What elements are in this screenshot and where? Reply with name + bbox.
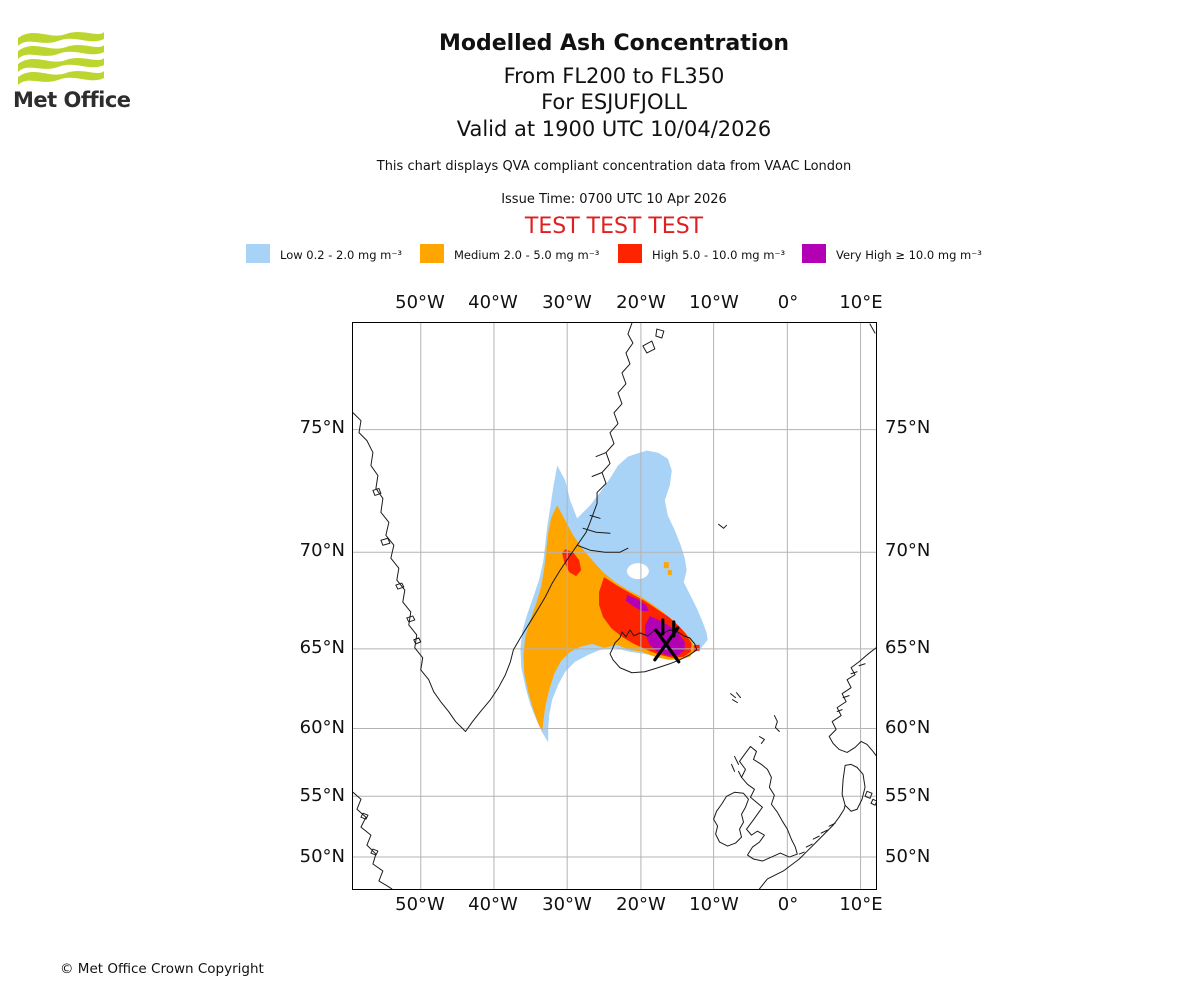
lat-tick-left-5: 50°N — [299, 846, 345, 867]
lon-tick-bottom-1: 40°W — [468, 894, 518, 915]
volcano-marker-icon — [653, 618, 681, 664]
coastline-europe-denmark — [758, 763, 876, 889]
coastline-labrador — [353, 791, 393, 889]
plume-medium-speck — [667, 570, 672, 576]
lat-tick-right-5: 50°N — [885, 846, 931, 867]
lat-tick-right-1: 70°N — [885, 540, 931, 561]
coastline-greenland — [353, 323, 634, 733]
map-svg — [353, 323, 876, 889]
lon-tick-top-4: 10°W — [689, 292, 739, 313]
lat-tick-left-4: 55°N — [299, 785, 345, 806]
met-office-logo-icon — [18, 32, 104, 85]
map-canvas — [352, 322, 877, 890]
legend-label-low: Low 0.2 - 2.0 mg m⁻³ — [280, 248, 403, 262]
copyright: © Met Office Crown Copyright — [60, 961, 264, 977]
lat-tick-left-3: 60°N — [299, 717, 345, 738]
met-office-logo-text: Met Office — [13, 88, 131, 112]
lon-tick-top-1: 40°W — [468, 292, 518, 313]
qva-description: This chart displays QVA compliant concen… — [376, 159, 852, 174]
lat-tick-right-3: 60°N — [885, 717, 931, 738]
legend-label-very-high: Very High ≥ 10.0 mg m⁻³ — [836, 248, 982, 262]
plume-low-gap — [626, 563, 649, 580]
lon-tick-bottom-2: 30°W — [542, 894, 592, 915]
lat-tick-left-1: 70°N — [299, 540, 345, 561]
page-title: Modelled Ash Concentration — [438, 31, 790, 56]
legend-swatch-low — [246, 244, 270, 263]
legend-label-high: High 5.0 - 10.0 mg m⁻³ — [652, 248, 786, 262]
gridlines — [353, 323, 876, 889]
valid-time-subtitle: Valid at 1900 UTC 10/04/2026 — [456, 117, 772, 141]
coastline-jan-mayen — [718, 523, 728, 529]
coastline-greenland-fjords — [576, 452, 629, 553]
plume-high-speck — [693, 644, 700, 651]
test-banner: TEST TEST TEST — [524, 214, 704, 239]
lon-tick-bottom-4: 10°W — [689, 894, 739, 915]
lon-tick-top-2: 30°W — [542, 292, 592, 313]
volcano-subtitle: For ESJUFJOLL — [541, 90, 687, 114]
coastline-faroes — [730, 692, 742, 704]
coastline-norway — [828, 647, 876, 756]
coastline-svalbard-corner — [869, 323, 876, 334]
legend-swatch-very-high — [802, 244, 826, 263]
lon-tick-bottom-3: 20°W — [616, 894, 666, 915]
plume-very-high — [644, 615, 685, 656]
lon-tick-top-3: 20°W — [616, 292, 666, 313]
lon-tick-bottom-6: 10°E — [839, 894, 883, 915]
plume-medium-speck — [663, 562, 669, 569]
legend-label-medium: Medium 2.0 - 5.0 mg m⁻³ — [454, 248, 600, 262]
lon-tick-top-5: 0° — [777, 292, 799, 313]
lon-tick-bottom-5: 0° — [777, 894, 799, 915]
legend-swatch-high — [618, 244, 642, 263]
lat-tick-right-0: 75°N — [885, 417, 931, 438]
lat-tick-right-2: 65°N — [885, 637, 931, 658]
coastline-orkney — [758, 736, 765, 744]
lat-tick-left-0: 75°N — [299, 417, 345, 438]
coastline-ireland — [713, 791, 749, 847]
greenland-islands — [372, 328, 665, 645]
issue-time: Issue Time: 0700 UTC 10 Apr 2026 — [501, 192, 727, 207]
flight-levels-subtitle: From FL200 to FL350 — [503, 64, 725, 88]
lat-tick-right-4: 55°N — [885, 785, 931, 806]
coastline-iceland — [609, 629, 698, 674]
lon-tick-top-6: 10°E — [839, 292, 883, 313]
lon-tick-bottom-0: 50°W — [395, 894, 445, 915]
coastline-britain — [731, 745, 798, 862]
coastline-shetland — [773, 715, 780, 733]
legend-swatch-medium — [420, 244, 444, 263]
plume-very-high-band — [625, 595, 649, 611]
lon-tick-top-0: 50°W — [395, 292, 445, 313]
lat-tick-left-2: 65°N — [299, 637, 345, 658]
